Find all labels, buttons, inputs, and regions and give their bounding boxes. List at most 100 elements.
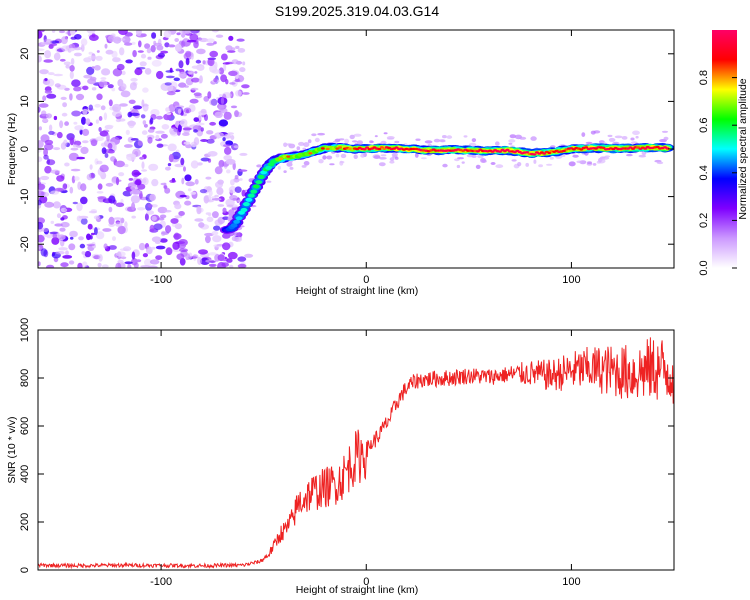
- noise-speckle: [62, 102, 67, 108]
- noise-speckle: [179, 119, 188, 127]
- ridge-halo: [592, 163, 597, 166]
- noise-speckle: [112, 236, 116, 242]
- noise-speckle: [53, 52, 61, 61]
- noise-speckle: [57, 234, 66, 241]
- noise-speckle: [104, 43, 108, 49]
- noise-speckle: [93, 215, 100, 220]
- noise-speckle: [54, 223, 63, 227]
- noise-speckle: [141, 99, 145, 108]
- noise-speckle: [218, 196, 225, 202]
- colorbar-tick-label: 0.8: [698, 70, 710, 85]
- ridge-halo: [456, 164, 461, 169]
- noise-speckle: [184, 200, 192, 206]
- noise-speckle: [69, 93, 73, 101]
- noise-speckle: [40, 175, 50, 181]
- noise-speckle: [231, 59, 239, 65]
- ridge-halo: [414, 153, 419, 158]
- noise-speckle: [146, 47, 152, 54]
- noise-speckle: [140, 114, 146, 119]
- noise-speckle: [142, 178, 147, 184]
- noise-speckle: [178, 71, 187, 78]
- ridge-halo: [340, 153, 347, 159]
- noise-speckle: [141, 161, 145, 169]
- noise-speckle: [136, 30, 142, 36]
- noise-speckle: [115, 118, 122, 123]
- ridge-halo: [318, 159, 324, 164]
- noise-speckle: [213, 41, 217, 45]
- ridge-mark: [498, 150, 502, 153]
- noise-speckle: [80, 218, 88, 225]
- noise-speckle: [60, 221, 70, 228]
- noise-speckle: [223, 63, 227, 72]
- noise-speckle: [108, 206, 113, 213]
- noise-speckle: [144, 68, 152, 75]
- noise-speckle: [48, 124, 53, 132]
- noise-speckle: [233, 145, 239, 149]
- noise-speckle: [237, 263, 247, 268]
- ridge-mark: [475, 150, 480, 153]
- ridge-halo: [389, 160, 395, 164]
- noise-speckle: [43, 154, 49, 160]
- noise-speckle: [117, 225, 126, 235]
- ridge-halo: [338, 138, 345, 141]
- ridge-halo: [466, 154, 475, 158]
- noise-speckle: [217, 204, 225, 207]
- noise-speckle: [130, 195, 140, 204]
- noise-speckle: [38, 190, 45, 198]
- noise-speckle: [115, 202, 125, 208]
- noise-speckle: [96, 160, 103, 165]
- ridge-mark: [286, 155, 291, 158]
- noise-speckle: [68, 260, 75, 265]
- noise-speckle: [153, 223, 163, 230]
- noise-speckle: [228, 186, 237, 194]
- noise-speckle: [124, 261, 133, 265]
- noise-speckle: [65, 250, 69, 256]
- noise-speckle: [80, 196, 88, 205]
- noise-speckle: [204, 113, 208, 121]
- noise-speckle: [112, 68, 123, 77]
- noise-speckle: [62, 255, 73, 259]
- noise-speckle: [226, 204, 234, 208]
- ridge-halo: [549, 156, 554, 160]
- ridge-mark: [252, 184, 260, 189]
- noise-speckle: [147, 136, 153, 144]
- ridge-halo: [495, 141, 500, 146]
- ridge-halo: [415, 138, 421, 141]
- noise-speckle: [105, 49, 114, 55]
- noise-speckle: [186, 109, 189, 114]
- noise-speckle: [214, 166, 223, 175]
- noise-speckle: [51, 237, 60, 245]
- noise-speckle: [219, 94, 223, 97]
- noise-speckle: [130, 189, 141, 195]
- ridge-mark: [394, 146, 399, 149]
- noise-speckle: [60, 96, 67, 100]
- noise-speckle: [239, 178, 243, 181]
- noise-speckle: [167, 143, 177, 152]
- noise-speckle: [199, 37, 209, 43]
- y-tick-label: 800: [19, 369, 31, 387]
- noise-speckle: [207, 158, 212, 163]
- noise-speckle: [38, 140, 44, 149]
- noise-speckle: [95, 55, 103, 61]
- noise-speckle: [125, 129, 130, 135]
- noise-speckle: [43, 148, 48, 157]
- noise-speckle: [209, 121, 217, 126]
- ridge-halo: [231, 236, 238, 242]
- noise-speckle: [65, 64, 70, 69]
- ridge-halo: [608, 137, 616, 142]
- ridge-halo: [349, 134, 355, 140]
- noise-speckle: [119, 103, 128, 107]
- noise-speckle: [39, 69, 49, 75]
- noise-speckle: [234, 110, 239, 118]
- noise-speckle: [212, 235, 222, 243]
- noise-speckle: [87, 78, 97, 85]
- ridge-halo: [266, 180, 272, 183]
- noise-speckle: [119, 47, 125, 56]
- ridge-halo: [424, 140, 433, 144]
- noise-speckle: [198, 222, 205, 228]
- noise-speckle: [60, 262, 69, 268]
- noise-speckle: [88, 104, 94, 111]
- noise-speckle: [44, 78, 48, 81]
- ridge-halo: [374, 135, 378, 138]
- noise-speckle: [38, 126, 43, 131]
